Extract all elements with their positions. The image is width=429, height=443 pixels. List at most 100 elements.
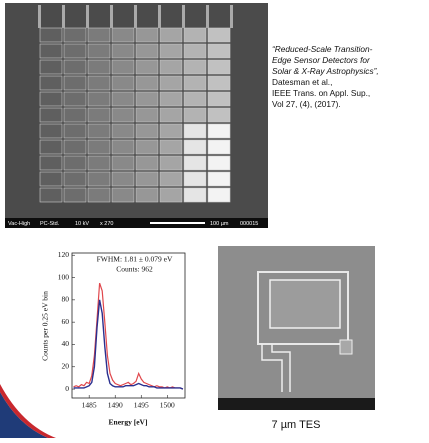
sem-lead xyxy=(206,5,209,28)
sem-pixel xyxy=(88,92,110,106)
sem-pixel xyxy=(112,156,134,170)
sem-pixel xyxy=(160,140,182,154)
sem-pixel xyxy=(88,124,110,138)
sem-pixel xyxy=(64,92,86,106)
sem-pixel xyxy=(40,44,62,58)
sem-pixel xyxy=(208,44,230,58)
tes-absorber xyxy=(270,280,340,328)
caption: 7 µm TES xyxy=(272,419,321,431)
sem-lead xyxy=(230,5,233,28)
sem-pixel xyxy=(136,172,158,186)
sem-image: Vac-HighPC-Std.10 kVx 270100 µm000015 xyxy=(5,3,268,228)
sem-pixel xyxy=(208,140,230,154)
sem-pixel xyxy=(208,108,230,122)
sem-pixel xyxy=(136,92,158,106)
sem-pixel xyxy=(64,108,86,122)
sem-pixel xyxy=(88,108,110,122)
sem-pixel xyxy=(136,44,158,58)
sem-pixel xyxy=(136,156,158,170)
citation-title: “Reduced-Scale Transition- xyxy=(272,44,373,54)
sem-pixel xyxy=(40,108,62,122)
citation-journal: IEEE Trans. on Appl. Sup., xyxy=(272,88,370,98)
sem-pixel xyxy=(160,28,182,42)
sem-pixel xyxy=(184,108,206,122)
citation: “Reduced-Scale Transition- Edge Sensor D… xyxy=(272,44,379,109)
y-tick-label: 80 xyxy=(62,295,70,304)
sem-pixel xyxy=(160,76,182,90)
sem-pixel xyxy=(88,28,110,42)
sem-pixel xyxy=(160,108,182,122)
sem-pixel xyxy=(40,92,62,106)
sem-pixel xyxy=(64,60,86,74)
sem-pixel xyxy=(184,140,206,154)
x-tick-label: 1490 xyxy=(108,401,123,410)
sem-pixel xyxy=(112,76,134,90)
sem-pixel xyxy=(64,156,86,170)
sem-pixel xyxy=(160,188,182,202)
sem-pixel xyxy=(40,188,62,202)
citation-title: Edge Sensor Detectors for xyxy=(272,55,371,65)
sem-pixel xyxy=(112,60,134,74)
sem-lead xyxy=(158,5,161,28)
y-tick-label: 40 xyxy=(62,339,70,348)
sem-info-text: PC-Std. xyxy=(40,221,60,227)
sem-pixel xyxy=(40,124,62,138)
sem-pixel xyxy=(160,172,182,186)
sem-lead xyxy=(86,5,89,28)
citation-volume: Vol 27, (4), (2017). xyxy=(272,99,341,109)
sem-pixel xyxy=(208,76,230,90)
sem-info-text: 10 kV xyxy=(75,221,89,227)
page: Vac-HighPC-Std.10 kVx 270100 µm000015 “R… xyxy=(0,0,429,438)
sem-pixel xyxy=(88,172,110,186)
sem-pixel xyxy=(112,92,134,106)
sem-lead xyxy=(110,5,113,28)
sem2-info-bar xyxy=(218,398,375,410)
sem-pixel xyxy=(136,140,158,154)
sem-pixel xyxy=(40,60,62,74)
sem-info-text: 100 µm xyxy=(210,221,229,227)
sem-pixel xyxy=(64,124,86,138)
sem-lead xyxy=(62,5,65,28)
y-tick-label: 60 xyxy=(62,317,70,326)
sem-pixel xyxy=(64,76,86,90)
annotation: Counts: 962 xyxy=(116,265,153,274)
sem-pixel xyxy=(112,124,134,138)
sem-pixel xyxy=(208,156,230,170)
sem-pixel xyxy=(88,188,110,202)
sem-info-text: 000015 xyxy=(240,221,258,227)
sem-pixel xyxy=(136,60,158,74)
sem-pixel xyxy=(160,156,182,170)
sem-pixel xyxy=(184,76,206,90)
sem-pixel xyxy=(88,76,110,90)
sem-pixel xyxy=(88,156,110,170)
sem-pixel xyxy=(88,140,110,154)
sem-pixel xyxy=(184,188,206,202)
sem-pixel xyxy=(160,124,182,138)
sem-pixel xyxy=(160,60,182,74)
sem-lead xyxy=(134,5,137,28)
sem-pixel xyxy=(208,124,230,138)
sem-pixel xyxy=(208,92,230,106)
sem-pixel xyxy=(112,188,134,202)
x-tick-label: 1500 xyxy=(160,401,175,410)
y-tick-label: 120 xyxy=(58,250,70,259)
chart: Counts per 0.25 eV bin Energy [eV] 02040… xyxy=(41,250,185,427)
y-tick-label: 100 xyxy=(58,272,70,281)
sem-pixel xyxy=(136,76,158,90)
sem-image-2 xyxy=(218,246,375,410)
sem-scale-bar xyxy=(150,222,205,224)
sem-pixel xyxy=(136,188,158,202)
x-axis-label: Energy [eV] xyxy=(109,418,148,427)
sem-pixel xyxy=(64,44,86,58)
sem-pixel xyxy=(208,188,230,202)
sem-pixel xyxy=(184,44,206,58)
sem-pixel xyxy=(112,172,134,186)
sem-pixel xyxy=(136,108,158,122)
sem-pixel xyxy=(184,28,206,42)
sem-pixel xyxy=(184,124,206,138)
sem-pixel xyxy=(160,44,182,58)
x-tick-label: 1485 xyxy=(82,401,97,410)
sem-pixel xyxy=(40,140,62,154)
sem-pixel xyxy=(40,76,62,90)
sem-pixel xyxy=(184,92,206,106)
